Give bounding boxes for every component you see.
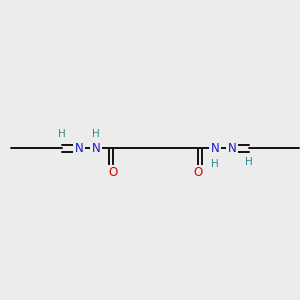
Text: O: O (194, 167, 202, 179)
Text: H: H (58, 129, 66, 139)
Text: H: H (92, 129, 100, 139)
Text: O: O (108, 167, 118, 179)
Text: H: H (211, 159, 219, 169)
Text: N: N (92, 142, 100, 154)
Text: N: N (75, 142, 83, 154)
Text: H: H (245, 157, 253, 167)
Text: N: N (211, 142, 219, 154)
Text: N: N (228, 142, 236, 154)
